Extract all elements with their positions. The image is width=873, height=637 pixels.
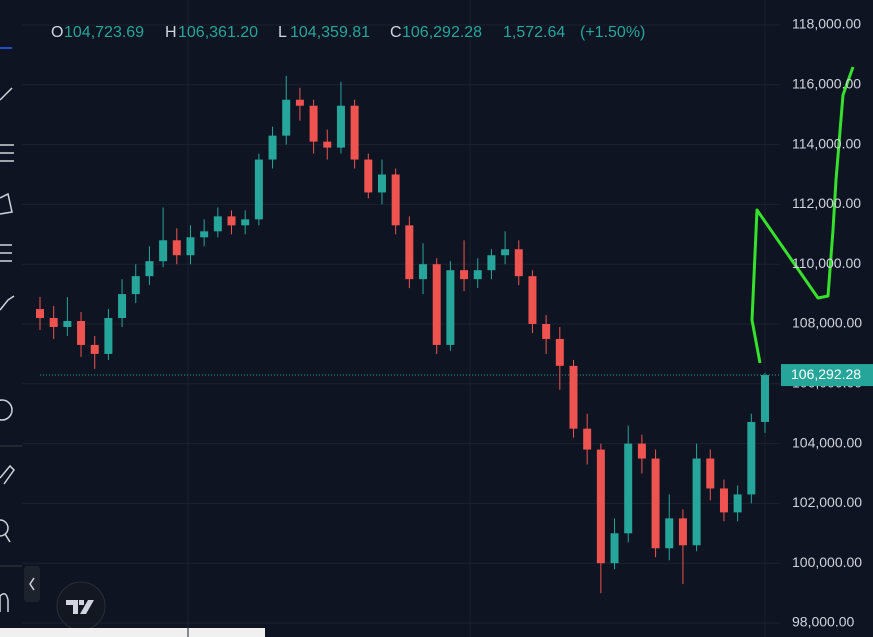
candle-body xyxy=(719,488,728,513)
candle-body xyxy=(282,99,291,136)
toolbar xyxy=(0,47,40,612)
candle-body xyxy=(733,494,742,513)
legend-key: O xyxy=(51,24,63,41)
candle-body xyxy=(63,321,72,327)
candle-body xyxy=(200,231,209,238)
candle-body xyxy=(678,518,687,546)
candle-body xyxy=(514,249,523,277)
candle-body xyxy=(665,518,674,549)
candle-body xyxy=(610,533,619,564)
candle-body xyxy=(364,159,373,193)
ohlc-legend: O 104,723.69 H 106,361.20 L 104,359.81 C… xyxy=(51,24,645,41)
candle-body xyxy=(596,449,605,564)
y-tick-label: 112,000.00 xyxy=(792,195,861,211)
candle-body xyxy=(336,105,345,148)
legend-value: 106,361.20 xyxy=(178,24,258,41)
y-tick-label: 108,000.00 xyxy=(792,315,862,331)
candle-body xyxy=(583,428,592,450)
legend-value: 104,359.81 xyxy=(290,24,370,41)
candle-body xyxy=(350,105,359,160)
hand-drawing xyxy=(750,66,855,364)
candle-body xyxy=(49,318,58,327)
candle-body xyxy=(241,219,250,226)
candle-body xyxy=(172,240,181,256)
candle-body xyxy=(432,264,441,345)
candle-body xyxy=(131,276,140,295)
y-tick-label: 98,000.00 xyxy=(792,614,854,630)
y-tick-label: 114,000.00 xyxy=(792,135,861,151)
candle-body xyxy=(159,240,168,262)
candle-body xyxy=(637,443,646,459)
legend-value: 106,292.28 xyxy=(402,24,482,41)
candle-body xyxy=(186,237,195,256)
legend-key: H xyxy=(165,24,177,41)
bottom-bar xyxy=(0,628,265,637)
candle-body xyxy=(227,216,236,226)
candle-body xyxy=(309,105,318,142)
legend-value: 104,723.69 xyxy=(64,24,144,41)
candle-body xyxy=(487,255,496,271)
y-tick-label: 118,000.00 xyxy=(792,16,861,32)
y-tick-label: 100,000.00 xyxy=(792,554,862,570)
logo xyxy=(56,581,106,631)
candle-body xyxy=(213,216,222,232)
candle-body xyxy=(36,309,44,319)
candle-body xyxy=(747,421,756,495)
candle-body xyxy=(405,225,414,280)
candle-body xyxy=(77,321,86,345)
y-tick-label: 102,000.00 xyxy=(792,494,862,510)
grid xyxy=(22,0,780,637)
candle-body xyxy=(145,261,154,277)
y-tick-label: 110,000.00 xyxy=(792,255,861,271)
legend-key: C xyxy=(390,24,402,41)
candle-body xyxy=(555,338,564,366)
candle-body xyxy=(446,270,455,345)
candle-body xyxy=(569,365,578,429)
y-tick-label: 116,000.00 xyxy=(792,76,861,92)
candle-body xyxy=(268,135,277,160)
candle-body xyxy=(692,458,701,546)
candle-body xyxy=(651,458,660,549)
candle-body xyxy=(473,270,482,280)
legend-key: L xyxy=(278,24,287,41)
candle-body xyxy=(377,174,386,193)
change-percent: (+1.50%) xyxy=(580,24,645,41)
candle-body xyxy=(460,270,469,280)
candle-body xyxy=(501,249,510,256)
candle-body xyxy=(761,375,769,422)
y-tick-label: 104,000.00 xyxy=(792,434,862,450)
candle-body xyxy=(391,174,400,226)
change: 1,572.64 xyxy=(503,24,565,41)
candle-body xyxy=(118,294,127,319)
last-price-tag xyxy=(781,364,873,387)
candle-body xyxy=(624,443,633,534)
candle-body xyxy=(295,99,304,106)
price-axis: 98,000.00 100,000.00 102,000.00 104,000.00 1… xyxy=(781,16,873,630)
candle-body xyxy=(254,159,263,220)
candle-body xyxy=(542,324,551,339)
candles xyxy=(36,75,769,594)
candle-body xyxy=(90,344,99,354)
candle-body xyxy=(528,276,537,324)
last-price-label: 106,292.28 xyxy=(791,366,861,382)
candle-body xyxy=(104,318,113,354)
candle-body xyxy=(419,264,428,280)
candle-body xyxy=(323,141,332,148)
candle-body xyxy=(706,458,715,489)
